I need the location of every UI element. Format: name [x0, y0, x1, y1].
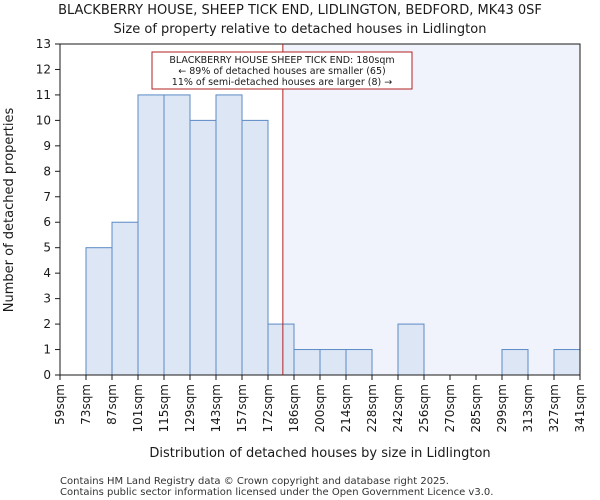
- x-tick-label: 256sqm: [417, 384, 431, 432]
- x-tick-label: 341sqm: [573, 384, 587, 432]
- x-tick-label: 73sqm: [79, 384, 93, 425]
- x-axis-label: Distribution of detached houses by size …: [149, 446, 490, 461]
- x-tick-label: 129sqm: [183, 384, 197, 432]
- y-tick-label: 11: [36, 88, 51, 102]
- histogram-bar: [553, 349, 581, 376]
- annotation-line: 11% of semi-detached houses are larger (…: [172, 77, 392, 88]
- y-tick-label: 12: [36, 62, 51, 76]
- y-tick-label: 0: [43, 368, 51, 382]
- y-tick-label: 10: [36, 113, 51, 127]
- x-tick-label: 228sqm: [365, 384, 379, 432]
- histogram-bar: [319, 349, 347, 376]
- histogram-bar: [345, 349, 373, 376]
- x-tick-label: 101sqm: [131, 384, 145, 432]
- x-tick-label: 87sqm: [105, 384, 119, 425]
- histogram-bar: [241, 119, 269, 376]
- y-tick-label: 8: [43, 164, 51, 178]
- y-axis-label: Number of detached properties: [2, 108, 17, 313]
- y-tick-label: 2: [43, 317, 51, 331]
- y-tick-label: 4: [43, 266, 51, 280]
- x-tick-label: 214sqm: [339, 384, 353, 432]
- annotation-line: BLACKBERRY HOUSE SHEEP TICK END: 180sqm: [169, 55, 394, 66]
- x-tick-label: 186sqm: [287, 384, 301, 432]
- x-tick-label: 115sqm: [157, 384, 171, 432]
- histogram-bar: [85, 247, 113, 376]
- y-tick-label: 13: [36, 37, 51, 51]
- histogram-bar: [137, 94, 165, 376]
- histogram-bar: [215, 94, 243, 376]
- y-tick-label: 6: [43, 215, 51, 229]
- annotation-line: ← 89% of detached houses are smaller (65…: [178, 66, 385, 77]
- footer-line-1: Contains HM Land Registry data © Crown c…: [60, 476, 449, 487]
- x-tick-label: 157sqm: [235, 384, 249, 432]
- x-tick-label: 313sqm: [521, 384, 535, 432]
- histogram-bar: [293, 349, 321, 376]
- footer-line-2: Contains public sector information licen…: [60, 487, 493, 498]
- histogram-bar: [397, 323, 425, 376]
- x-tick-label: 299sqm: [495, 384, 509, 432]
- x-tick-label: 172sqm: [261, 384, 275, 432]
- x-tick-label: 143sqm: [209, 384, 223, 432]
- histogram-bar: [189, 119, 217, 376]
- y-tick-label: 7: [43, 190, 51, 204]
- histogram-bar: [163, 94, 191, 376]
- y-tick-label: 1: [43, 343, 51, 357]
- shaded-region: [282, 44, 580, 375]
- y-tick-label: 9: [43, 139, 51, 153]
- x-tick-label: 200sqm: [313, 384, 327, 432]
- histogram-bar: [267, 323, 295, 376]
- chart-subtitle: Size of property relative to detached ho…: [114, 22, 487, 37]
- histogram-bar: [111, 221, 139, 376]
- histogram-bar: [501, 349, 529, 376]
- x-tick-label: 59sqm: [53, 384, 67, 425]
- x-tick-label: 285sqm: [469, 384, 483, 432]
- y-tick-label: 3: [43, 292, 51, 306]
- chart-title: BLACKBERRY HOUSE, SHEEP TICK END, LIDLIN…: [58, 3, 542, 18]
- x-tick-label: 270sqm: [443, 384, 457, 432]
- y-tick-label: 5: [43, 241, 51, 255]
- x-tick-label: 327sqm: [547, 384, 561, 432]
- x-tick-label: 242sqm: [391, 384, 405, 432]
- annotation-box: [151, 51, 413, 90]
